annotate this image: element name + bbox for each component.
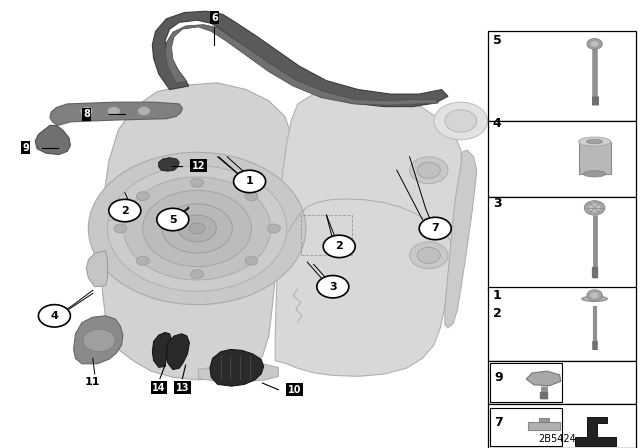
- Text: 11: 11: [85, 377, 100, 387]
- Polygon shape: [198, 364, 278, 382]
- Circle shape: [38, 305, 70, 327]
- Text: 7: 7: [431, 224, 439, 233]
- Text: 9: 9: [22, 143, 29, 153]
- Circle shape: [587, 290, 602, 301]
- Circle shape: [109, 199, 141, 222]
- Circle shape: [417, 247, 440, 263]
- Circle shape: [143, 190, 252, 267]
- Circle shape: [108, 107, 120, 116]
- Ellipse shape: [584, 171, 606, 177]
- Text: 3: 3: [329, 282, 337, 292]
- Bar: [488, 361, 636, 404]
- Polygon shape: [445, 150, 477, 328]
- Circle shape: [83, 329, 115, 352]
- Circle shape: [124, 177, 271, 280]
- Circle shape: [162, 204, 232, 253]
- Circle shape: [410, 242, 448, 269]
- Text: 5: 5: [493, 34, 502, 47]
- Text: 1: 1: [493, 289, 502, 302]
- Bar: [488, 197, 636, 289]
- Circle shape: [323, 235, 355, 258]
- Ellipse shape: [579, 137, 611, 146]
- Bar: [490, 408, 562, 446]
- Polygon shape: [526, 371, 561, 386]
- Text: 12: 12: [191, 161, 205, 171]
- Circle shape: [268, 224, 280, 233]
- Ellipse shape: [582, 296, 607, 302]
- Circle shape: [189, 223, 205, 234]
- Text: 7: 7: [494, 415, 503, 429]
- Circle shape: [410, 157, 448, 184]
- Text: 4: 4: [51, 311, 58, 321]
- Circle shape: [138, 107, 150, 116]
- Polygon shape: [50, 102, 182, 125]
- Polygon shape: [101, 83, 291, 380]
- Bar: [579, 142, 611, 174]
- Circle shape: [584, 201, 605, 215]
- Circle shape: [88, 152, 306, 305]
- Circle shape: [417, 162, 440, 178]
- Circle shape: [191, 178, 204, 187]
- Polygon shape: [152, 11, 448, 107]
- Circle shape: [445, 110, 477, 132]
- Circle shape: [191, 270, 204, 279]
- Bar: [488, 404, 636, 448]
- Text: 6: 6: [211, 13, 218, 23]
- Polygon shape: [165, 25, 438, 105]
- Text: 8: 8: [83, 109, 90, 119]
- Text: 1: 1: [246, 177, 253, 186]
- Circle shape: [157, 208, 189, 231]
- Circle shape: [108, 166, 287, 291]
- Text: 2: 2: [335, 241, 343, 251]
- Text: 2: 2: [121, 206, 129, 215]
- Circle shape: [245, 192, 258, 201]
- Bar: [488, 287, 636, 361]
- Circle shape: [588, 203, 601, 212]
- Circle shape: [434, 102, 488, 140]
- Circle shape: [178, 215, 216, 242]
- Bar: [528, 422, 560, 430]
- Text: 5: 5: [169, 215, 177, 224]
- Circle shape: [136, 192, 149, 201]
- Polygon shape: [159, 158, 179, 171]
- Polygon shape: [275, 90, 462, 376]
- Text: 10: 10: [287, 385, 301, 395]
- Polygon shape: [210, 349, 264, 386]
- Bar: [488, 31, 636, 121]
- Polygon shape: [575, 417, 616, 446]
- Bar: [539, 418, 549, 422]
- Circle shape: [419, 217, 451, 240]
- Circle shape: [590, 41, 599, 47]
- Circle shape: [136, 256, 149, 265]
- Text: 9: 9: [494, 370, 502, 384]
- Polygon shape: [35, 125, 70, 155]
- Circle shape: [317, 276, 349, 298]
- Circle shape: [114, 224, 127, 233]
- Circle shape: [590, 292, 599, 298]
- Polygon shape: [166, 334, 189, 370]
- Circle shape: [245, 256, 258, 265]
- Polygon shape: [74, 316, 123, 364]
- Ellipse shape: [587, 139, 603, 144]
- Text: 2: 2: [493, 307, 502, 320]
- Text: 2B5424: 2B5424: [538, 434, 575, 444]
- Circle shape: [587, 39, 602, 49]
- Text: 13: 13: [175, 383, 189, 392]
- Polygon shape: [152, 332, 172, 367]
- Text: 3: 3: [493, 197, 501, 211]
- Polygon shape: [86, 251, 108, 287]
- Bar: [490, 363, 562, 402]
- Text: 14: 14: [152, 383, 166, 392]
- Circle shape: [234, 170, 266, 193]
- Bar: [488, 121, 636, 197]
- Circle shape: [80, 107, 93, 116]
- Text: 4: 4: [493, 116, 502, 130]
